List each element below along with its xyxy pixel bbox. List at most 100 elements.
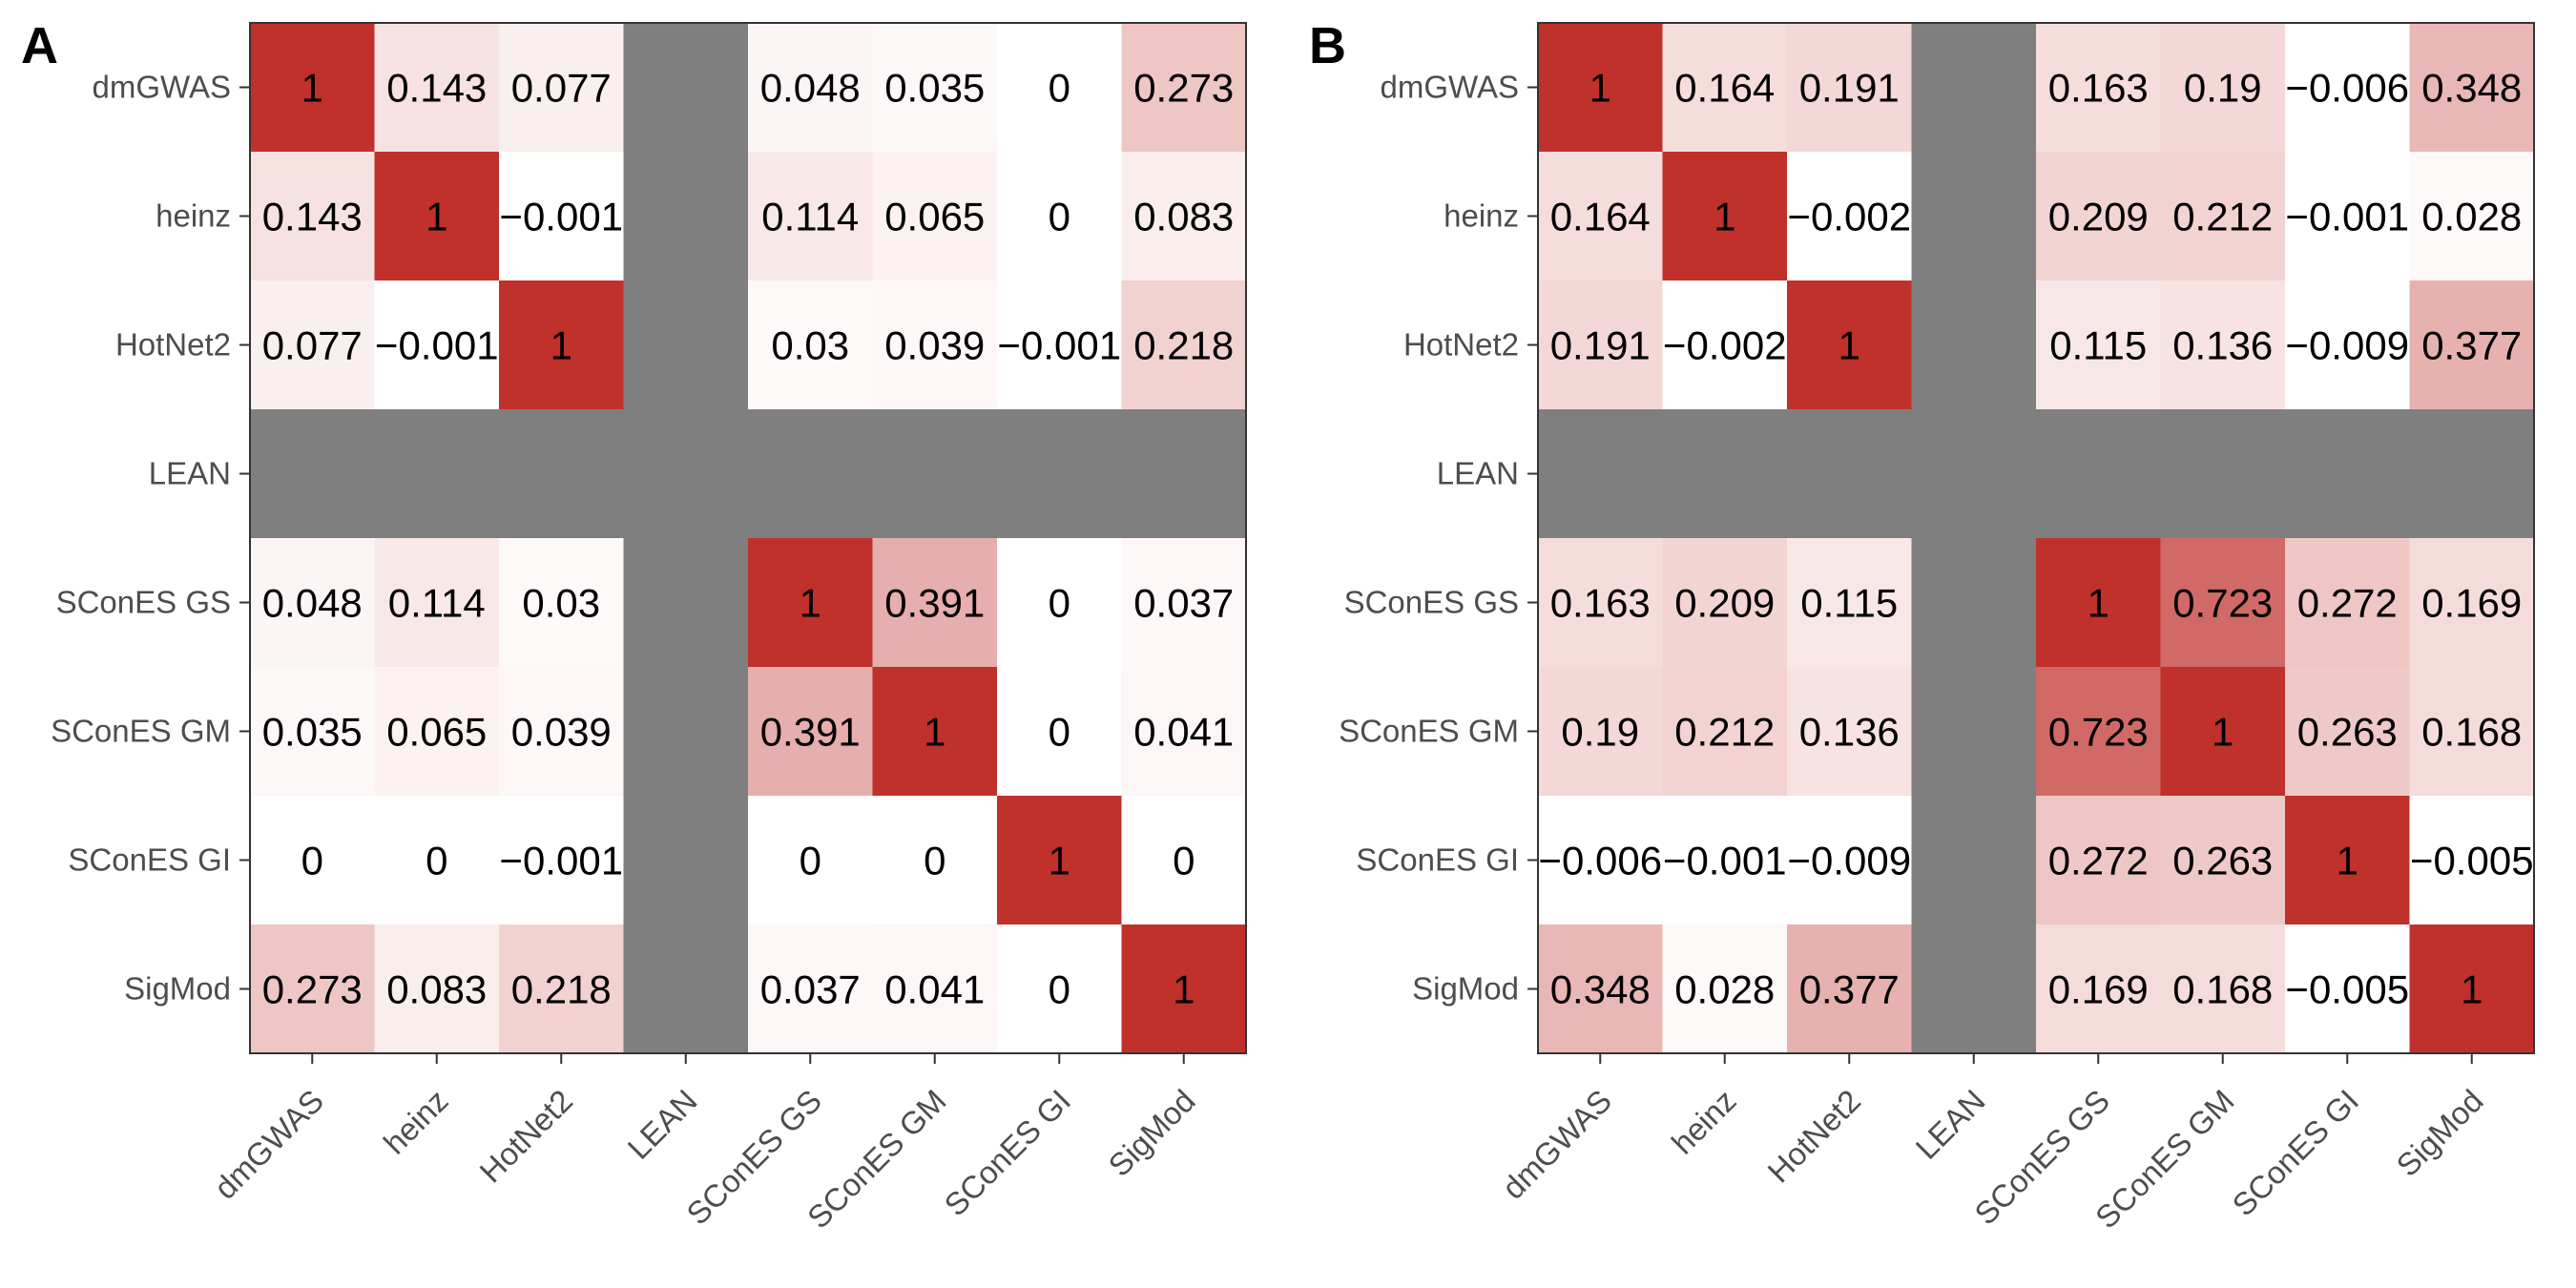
cell-value-label: 0 — [924, 839, 945, 883]
heatmap-cell — [623, 538, 749, 668]
heatmap-cell — [1538, 796, 1663, 925]
heatmap-cell — [2036, 667, 2161, 797]
heatmap-cell — [2160, 796, 2286, 925]
heatmap-cell — [1911, 409, 2037, 539]
heatmap-cell — [1787, 538, 1912, 668]
heatmap-cell — [1662, 667, 1788, 797]
cell-value-label: −0.009 — [1787, 839, 1911, 883]
cell-value-label: 0.083 — [1133, 195, 1234, 239]
cell-value-label: 0.048 — [262, 581, 363, 626]
heatmap-cell — [2409, 409, 2535, 539]
cell-value-label: 0.083 — [386, 967, 487, 1012]
heatmap-cell — [374, 409, 500, 539]
heatmap-cell — [1911, 152, 2037, 281]
cell-value-label: 1 — [1589, 66, 1611, 111]
y-tick-label: HotNet2 — [115, 327, 231, 363]
cell-value-label: 0.028 — [2421, 195, 2522, 239]
cell-value-label: 0.723 — [2172, 581, 2273, 626]
heatmap-cell — [997, 796, 1122, 925]
heatmap-cell — [1662, 23, 1788, 153]
heatmap-cell — [1787, 796, 1912, 925]
heatmap-cell — [1787, 409, 1912, 539]
cell-value-label: −0.002 — [1787, 195, 1911, 239]
y-tick-label: heinz — [1444, 198, 1519, 234]
cell-value-label: 0.143 — [262, 195, 363, 239]
x-tick-label: dmGWAS — [1495, 1083, 1618, 1206]
heatmap-cell — [748, 538, 873, 668]
heatmap-cell — [1121, 409, 1247, 539]
y-tick-label: dmGWAS — [1381, 70, 1519, 105]
cell-value-label: 0 — [1049, 967, 1070, 1012]
cell-value-label: 0 — [1173, 839, 1195, 883]
heatmap-cell — [1662, 152, 1788, 281]
heatmap-cell — [1121, 280, 1247, 410]
heatmap-cell — [2036, 409, 2161, 539]
heatmap-cell — [748, 280, 873, 410]
y-tick-label: SigMod — [1412, 971, 1519, 1007]
y-tick-label: SConES GI — [1356, 842, 1519, 878]
heatmap-cell — [872, 667, 998, 797]
y-tick-label: heinz — [156, 198, 231, 234]
heatmap-cell — [250, 23, 375, 153]
x-tick-label: SConES GI — [937, 1083, 1077, 1223]
heatmap-cell — [2036, 924, 2161, 1054]
heatmap-cell — [997, 667, 1122, 797]
cell-value-label: −0.001 — [2285, 195, 2409, 239]
panel-label: A — [21, 17, 58, 74]
heatmap-cell — [997, 538, 1122, 668]
y-tick-label: SConES GI — [68, 842, 231, 878]
heatmap-cell — [2160, 23, 2286, 153]
x-tick-label: SigMod — [2389, 1083, 2489, 1183]
cell-value-label: 0.114 — [388, 581, 486, 626]
heatmap-cell — [872, 924, 998, 1054]
cell-value-label: 1 — [2461, 967, 2483, 1012]
heatmap-cell — [2160, 152, 2286, 281]
cell-value-label: −0.005 — [2285, 967, 2409, 1012]
cell-value-label: 0.164 — [1674, 66, 1775, 111]
cell-value-label: 0.065 — [884, 195, 985, 239]
heatmap-cell — [499, 409, 624, 539]
heatmap-cell — [2036, 280, 2161, 410]
heatmap-cell — [623, 409, 749, 539]
heatmap-cell — [1121, 796, 1247, 925]
cell-value-label: 0.039 — [884, 323, 985, 368]
cell-value-label: 1 — [1049, 839, 1070, 883]
cell-value-label: 1 — [1173, 967, 1195, 1012]
cell-value-label: 0.03 — [771, 323, 849, 368]
heatmap-cell — [1662, 924, 1788, 1054]
heatmap-cell — [374, 796, 500, 925]
cell-value-label: −0.001 — [499, 195, 623, 239]
heatmap-cell — [748, 667, 873, 797]
x-tick-label: HotNet2 — [472, 1083, 579, 1190]
cell-value-label: 0.035 — [262, 710, 363, 755]
x-tick-label: HotNet2 — [1760, 1083, 1867, 1190]
cell-value-label: 0.115 — [1800, 581, 1898, 626]
heatmap-cell — [748, 152, 873, 281]
heatmap-cell — [872, 23, 998, 153]
heatmap-cell — [250, 538, 375, 668]
heatmap-cell — [2409, 152, 2535, 281]
cell-value-label: −0.001 — [1663, 839, 1787, 883]
cell-value-label: 1 — [800, 581, 821, 626]
heatmap-cell — [499, 280, 624, 410]
cell-value-label: 0.169 — [2421, 581, 2522, 626]
heatmap-cell — [872, 152, 998, 281]
cell-value-label: −0.001 — [997, 323, 1121, 368]
heatmap-cell — [1121, 23, 1247, 153]
heatmap-cell — [872, 409, 998, 539]
heatmap-cell — [997, 152, 1122, 281]
heatmap-cell — [1538, 280, 1663, 410]
cell-value-label: 0 — [1049, 581, 1070, 626]
heatmap-cell — [1538, 538, 1663, 668]
cell-value-label: 1 — [1714, 195, 1735, 239]
cell-value-label: 0.143 — [386, 66, 487, 111]
heatmap-cell — [1911, 924, 2037, 1054]
cell-value-label: 0.163 — [1550, 581, 1651, 626]
heatmap-cell — [623, 796, 749, 925]
y-tick-label: SConES GS — [1344, 585, 1519, 620]
cell-value-label: 0.191 — [1550, 323, 1651, 368]
cell-value-label: 0.039 — [511, 710, 612, 755]
heatmap-cell — [1538, 924, 1663, 1054]
heatmap-cell — [2285, 538, 2410, 668]
